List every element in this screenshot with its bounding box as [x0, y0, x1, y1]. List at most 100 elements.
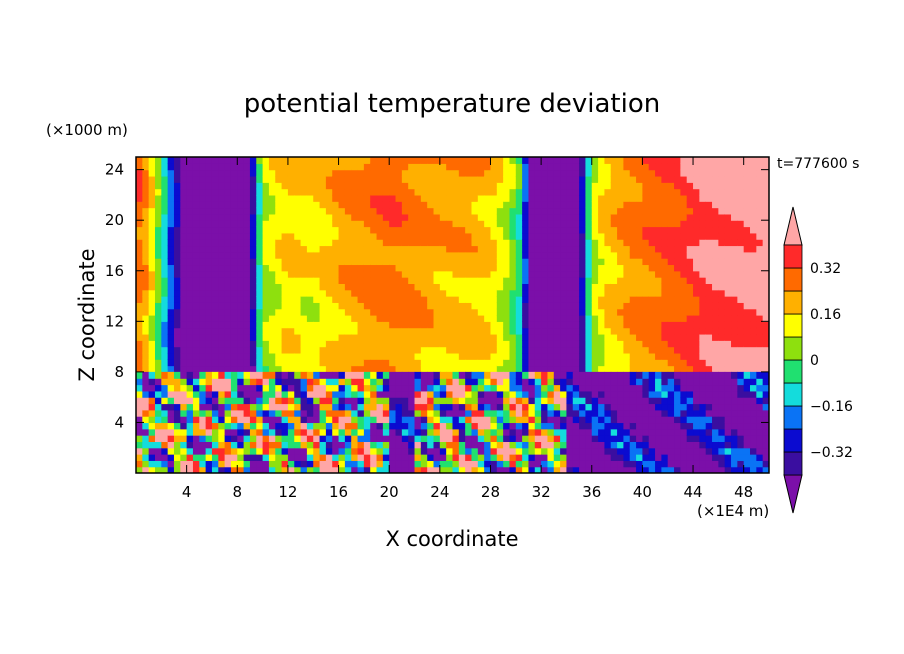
heat-cell	[408, 352, 416, 360]
heat-cell	[199, 371, 207, 379]
heat-cell	[731, 315, 738, 322]
heat-cell	[731, 441, 738, 449]
heat-cell	[579, 346, 587, 354]
heat-cell	[541, 182, 549, 190]
heat-cell	[414, 194, 422, 202]
heat-cell	[351, 239, 359, 247]
heat-cell	[572, 245, 580, 253]
heat-cell	[294, 378, 302, 386]
heat-cell	[680, 226, 688, 234]
heat-cell	[154, 239, 162, 247]
heat-cell	[363, 226, 371, 234]
heat-cell	[180, 460, 188, 468]
heat-cell	[617, 378, 625, 386]
heat-cell	[566, 220, 574, 228]
heat-cell	[693, 264, 700, 272]
heat-cell	[427, 232, 435, 240]
heat-cell	[262, 466, 270, 473]
heat-cell	[180, 182, 188, 190]
heat-cell	[623, 416, 631, 424]
heat-cell	[376, 352, 384, 360]
heat-cell	[218, 422, 226, 430]
heat-cell	[268, 188, 276, 196]
heat-cell	[610, 435, 618, 442]
heat-cell	[433, 315, 441, 322]
heat-cell	[433, 289, 441, 297]
heat-cell	[724, 321, 732, 329]
heat-cell	[218, 466, 226, 473]
heat-cell	[598, 163, 606, 171]
heat-cell	[351, 188, 359, 196]
heat-cell	[617, 315, 625, 322]
heat-cell	[750, 226, 757, 234]
heat-cell	[452, 321, 460, 329]
heat-cell	[642, 346, 650, 354]
heat-cell	[604, 435, 612, 442]
heat-cell	[509, 346, 517, 354]
heat-cell	[623, 163, 631, 171]
heat-cell	[363, 397, 371, 405]
heat-cell	[655, 428, 662, 436]
heat-cell	[281, 321, 289, 329]
heat-cell	[541, 194, 549, 202]
heat-cell	[433, 194, 441, 202]
heat-cell	[604, 333, 612, 341]
heat-cell	[617, 365, 625, 373]
heat-cell	[566, 390, 574, 398]
heat-cell	[325, 365, 333, 373]
heat-cell	[382, 359, 390, 367]
heat-cell	[591, 441, 599, 449]
heat-cell	[471, 220, 479, 228]
heat-cell	[313, 340, 321, 348]
heat-cell	[680, 283, 688, 291]
heat-cell	[154, 428, 162, 436]
heat-cell	[604, 403, 612, 411]
heat-cell	[477, 447, 485, 455]
heat-cell	[180, 454, 188, 461]
heat-cell	[515, 384, 523, 392]
heat-cell	[218, 384, 226, 392]
heat-cell	[750, 371, 757, 379]
heat-cell	[237, 308, 245, 316]
heat-cell	[205, 213, 213, 221]
heat-cell	[136, 270, 143, 278]
heat-cell	[256, 289, 264, 297]
heat-cell	[465, 340, 473, 348]
heat-cell	[357, 397, 365, 405]
heat-cell	[756, 226, 764, 234]
heat-cell	[648, 378, 656, 386]
heat-cell	[629, 296, 637, 303]
heat-cell	[636, 289, 643, 297]
heat-cell	[230, 201, 238, 209]
heat-cell	[496, 409, 504, 417]
heat-cell	[655, 371, 662, 379]
heat-cell	[541, 378, 549, 386]
heat-cell	[528, 175, 536, 183]
heat-cell	[522, 213, 530, 221]
heat-cell	[693, 201, 700, 209]
heat-cell	[572, 296, 580, 303]
heat-cell	[712, 315, 719, 322]
heat-cell	[256, 333, 264, 341]
heat-cell	[363, 213, 371, 221]
heat-cell	[674, 435, 681, 442]
heat-cell	[534, 315, 542, 322]
heat-cell	[610, 352, 618, 360]
heat-cell	[743, 302, 751, 310]
heat-cell	[167, 422, 175, 430]
heat-cell	[446, 340, 454, 348]
heat-cell	[585, 409, 593, 417]
heat-cell	[275, 213, 283, 221]
heat-cell	[610, 447, 618, 455]
heat-cell	[224, 409, 232, 417]
heat-cell	[617, 201, 625, 209]
heat-cell	[427, 460, 435, 468]
heat-cell	[224, 384, 232, 392]
heat-cell	[490, 365, 498, 373]
heat-cell	[433, 188, 441, 196]
heat-cell	[427, 327, 435, 335]
heat-cell	[490, 416, 498, 424]
heat-cell	[572, 308, 580, 316]
heat-cell	[142, 289, 150, 297]
heat-cell	[446, 409, 454, 417]
